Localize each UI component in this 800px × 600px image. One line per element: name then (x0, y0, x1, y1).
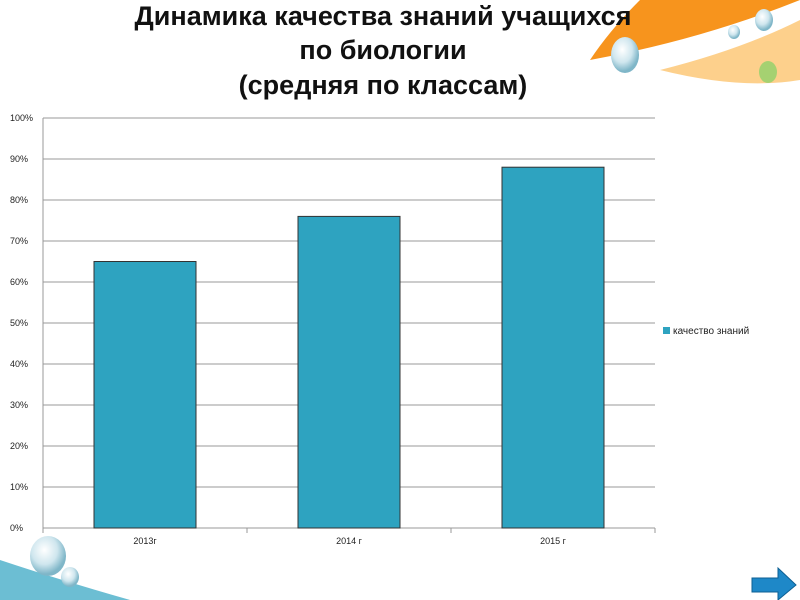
x-tick-label: 2013г (133, 536, 157, 546)
decor-drop (611, 37, 639, 73)
next-arrow-button[interactable] (751, 566, 797, 600)
y-tick-label: 90% (10, 154, 28, 164)
y-tick-label: 0% (10, 523, 23, 533)
decor-drop (61, 567, 79, 587)
y-tick-label: 50% (10, 318, 28, 328)
decor-drop (755, 9, 773, 31)
decor-drop (30, 536, 66, 576)
y-tick-label: 60% (10, 277, 28, 287)
y-tick-label: 70% (10, 236, 28, 246)
y-tick-label: 80% (10, 195, 28, 205)
legend-swatch (663, 327, 670, 334)
bar (297, 215, 401, 529)
decor-swoosh (590, 0, 800, 60)
y-tick-label: 30% (10, 400, 28, 410)
y-tick-label: 40% (10, 359, 28, 369)
x-tick-label: 2015 г (540, 536, 567, 546)
bar (93, 261, 197, 529)
x-tick-label: 2014 г (336, 536, 363, 546)
decor-swoosh (0, 560, 130, 600)
y-tick-label: 20% (10, 441, 28, 451)
chart-title: Динамика качества знаний учащихся (135, 1, 632, 31)
decor-drop (728, 25, 740, 39)
bar (501, 166, 605, 529)
legend-label: качество знаний (673, 326, 749, 337)
chart-title: по биологии (299, 35, 466, 65)
y-tick-label: 10% (10, 482, 28, 492)
decor-drop (759, 61, 777, 83)
y-tick-label: 100% (10, 113, 33, 123)
chart-title: (средняя по классам) (239, 70, 528, 100)
